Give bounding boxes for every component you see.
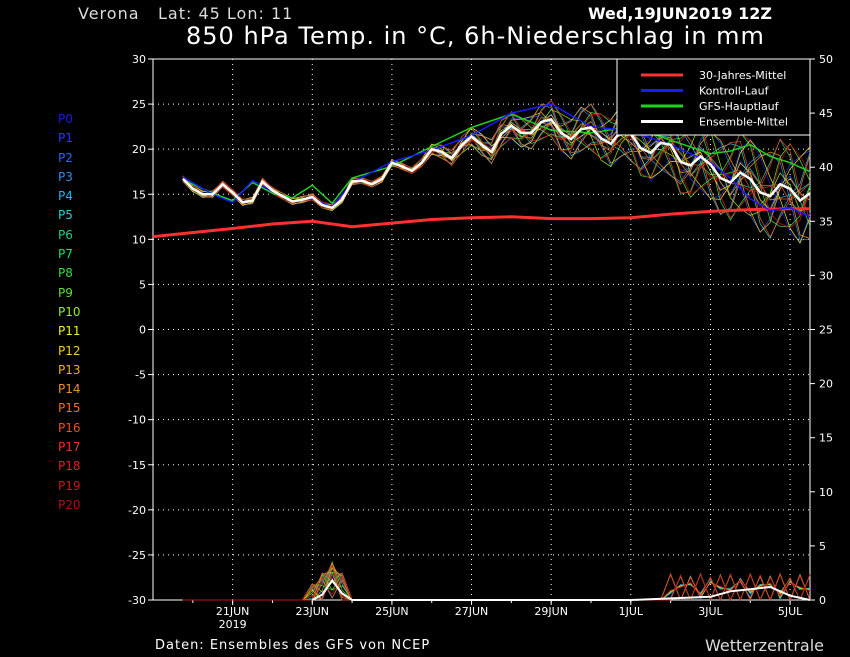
member-label-p19: P19 (58, 478, 81, 493)
data-source-credit: Daten: Ensembles des GFS von NCEP (155, 638, 431, 653)
x-tick-label: 3JUL (698, 605, 723, 618)
member-label-p14: P14 (58, 382, 81, 397)
gfs-main-run-line (182, 113, 811, 205)
ensemble-member-list: P0 P1 P2 P3 P4 P5 P6 P7 P8 P9 P10 P11 P12 P13 P14 P15 P1… (58, 110, 81, 515)
y-right-tick-label: 0 (819, 594, 826, 607)
legend-entry-label: GFS-Hauptlauf (699, 100, 780, 113)
y-left-tick-label: 0 (139, 324, 146, 337)
member-label-p12: P12 (58, 343, 81, 358)
y-right-tick-label: 50 (819, 53, 833, 66)
y-right-tick-label: 35 (819, 215, 833, 228)
x-tick-label: 29JUN (534, 605, 568, 618)
ensemble-mean-line (182, 117, 811, 210)
y-left-tick-label: -25 (128, 549, 146, 562)
member-label-p1: P1 (58, 131, 73, 146)
member-label-p9: P9 (58, 285, 73, 300)
member-label-p13: P13 (58, 362, 81, 377)
member-label-p6: P6 (58, 227, 73, 242)
member-label-p11: P11 (58, 324, 81, 339)
member-label-p7: P7 (58, 247, 73, 262)
x-tick-label: 1JUL (619, 605, 644, 618)
member-label-p20: P20 (58, 497, 81, 512)
member-label-p3: P3 (58, 169, 73, 184)
legend-entry-label: Ensemble-Mittel (699, 116, 788, 129)
legend-entry-label: 30-Jahres-Mittel (699, 69, 786, 82)
station-name: Verona (78, 4, 140, 23)
member-label-p8: P8 (58, 266, 73, 281)
member-label-p18: P18 (58, 459, 81, 474)
y-left-tick-label: -20 (128, 504, 146, 517)
y-right-tick-label: 40 (819, 161, 833, 174)
x-tick-label: 21JUN (216, 605, 250, 618)
y-left-tick-label: 25 (132, 98, 146, 111)
member-label-p5: P5 (58, 208, 73, 223)
y-left-tick-label: -10 (128, 414, 146, 427)
chart-title: 850 hPa Temp. in °C, 6h-Niederschlag in … (186, 22, 765, 50)
y-left-tick-label: -30 (128, 594, 146, 607)
x-tick-label: 23JUN (296, 605, 330, 618)
legend-entry-label: Kontroll-Lauf (699, 85, 770, 98)
y-right-tick-label: 20 (819, 378, 833, 391)
y-left-tick-label: 15 (132, 188, 146, 201)
y-left-tick-label: 10 (132, 233, 146, 246)
x-tick-label: 27JUN (455, 605, 489, 618)
y-left-tick-label: 5 (139, 278, 146, 291)
x-tick-year-label: 2019 (219, 618, 247, 631)
x-tick-label: 5JUL (778, 605, 803, 618)
station-coordinates: Lat: 45 Lon: 11 (158, 4, 294, 23)
member-label-p2: P2 (58, 150, 73, 165)
y-left-tick-label: 30 (132, 53, 146, 66)
member-label-p15: P15 (58, 401, 81, 416)
y-right-tick-label: 15 (819, 432, 833, 445)
y-right-tick-label: 25 (819, 324, 833, 337)
y-left-tick-label: 20 (132, 143, 146, 156)
y-right-tick-label: 30 (819, 269, 833, 282)
y-left-tick-label: -5 (135, 369, 146, 382)
y-right-tick-label: 10 (819, 486, 833, 499)
member-label-p10: P10 (58, 304, 81, 319)
ensemble-mean-precip-line (311, 578, 811, 601)
climatology-line (152, 207, 810, 239)
member-label-p16: P16 (58, 420, 81, 435)
y-right-tick-label: 45 (819, 107, 833, 120)
x-tick-label: 25JUN (375, 605, 409, 618)
model-run-time: Wed,19JUN2019 12Z (587, 4, 772, 23)
member-label-p17: P17 (58, 440, 81, 455)
member-label-p0: P0 (58, 112, 73, 126)
member-label-p4: P4 (58, 189, 73, 204)
y-left-tick-label: -15 (128, 459, 146, 472)
brand-logo-text: Wetterzentrale (704, 636, 824, 655)
y-right-tick-label: 5 (819, 540, 826, 553)
